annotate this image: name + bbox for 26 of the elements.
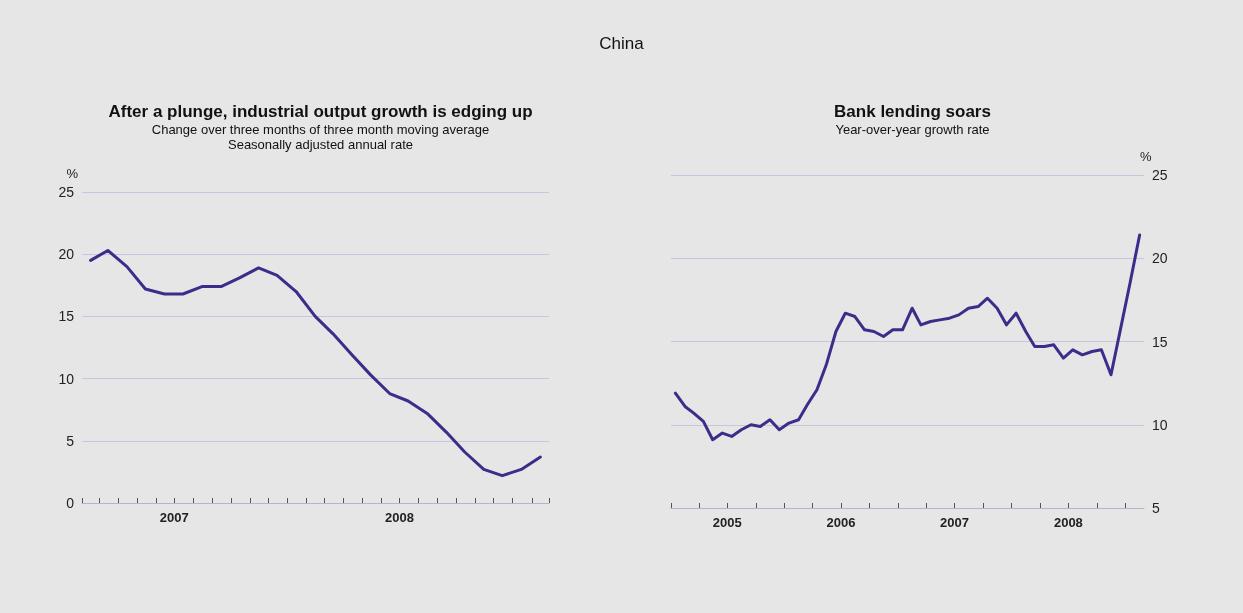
y2-tick-label: 25 xyxy=(1152,167,1168,183)
y2-axis-title: % xyxy=(1140,149,1152,164)
x-tick-label: 2008 xyxy=(385,510,414,525)
y-tick-label: 5 xyxy=(66,432,75,449)
y-tick-label: 15 xyxy=(58,308,75,325)
y-tick-label: 20 xyxy=(58,246,75,263)
x-tick-label: 2007 xyxy=(940,515,969,530)
y2-tick-label: 20 xyxy=(1152,250,1168,267)
y2-tick-label: 5 xyxy=(1152,500,1160,516)
line-series xyxy=(673,233,1142,442)
text: China xyxy=(599,34,645,53)
y-tick-label: 25 xyxy=(58,184,75,200)
y2-tick-label: 15 xyxy=(1152,333,1168,350)
chart-subtitle: Year-over-year growth rate xyxy=(835,122,990,137)
chart-subtitle: Change over three months of three month moving average Seasonally adjusted annual rate xyxy=(151,122,490,152)
x-tick-label: 2007 xyxy=(159,510,189,525)
line-series xyxy=(89,248,542,478)
x-tick-label: 2008 xyxy=(1053,515,1083,530)
chart-title: After a plunge, industrial output growth is edging up xyxy=(108,102,533,121)
chart-title: Bank lending soars xyxy=(834,102,991,121)
y-tick-label: 10 xyxy=(58,370,75,387)
x-tick-label: 2006 xyxy=(826,515,856,530)
y-axis-title: % xyxy=(66,166,79,181)
y-tick-label: 0 xyxy=(66,495,75,511)
x-tick-label: 2005 xyxy=(712,515,742,530)
y2-tick-label: 10 xyxy=(1152,416,1168,433)
